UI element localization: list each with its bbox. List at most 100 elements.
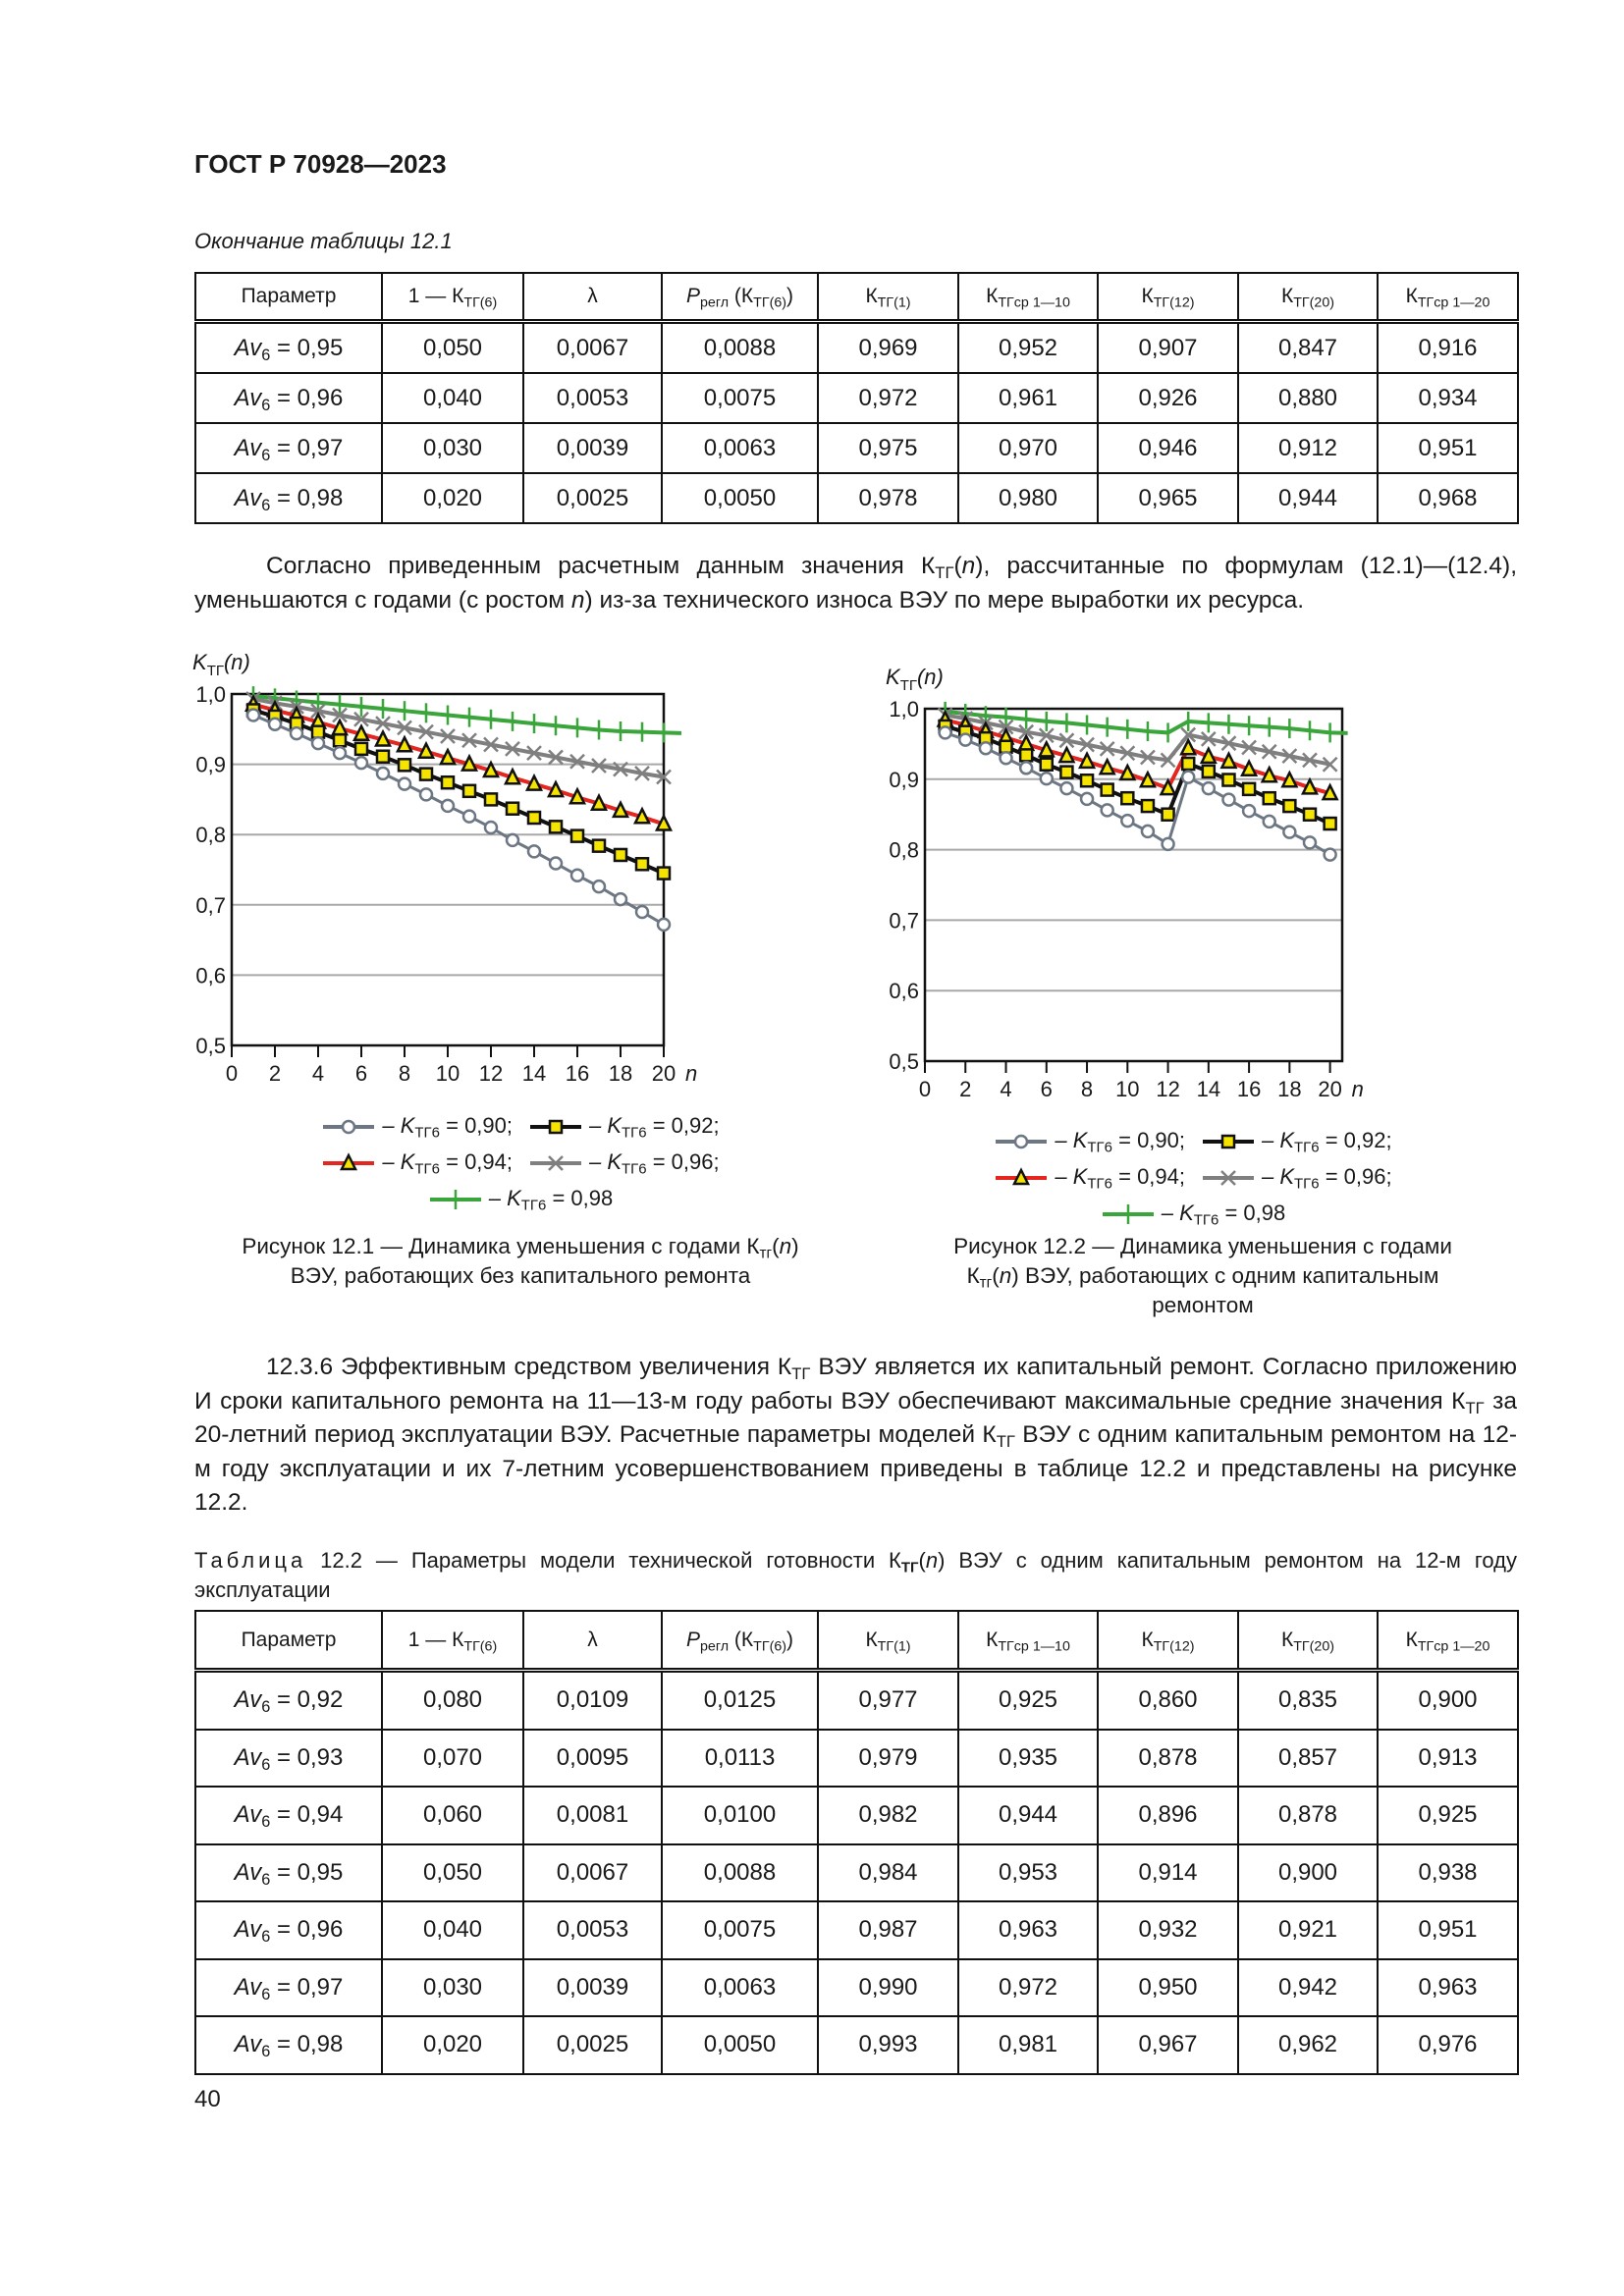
data-point-circle [375, 766, 391, 781]
legend-item: – KТГ6 = 0,90; [321, 1107, 513, 1144]
data-point-circle [1161, 836, 1175, 852]
text-segment: К [1280, 1628, 1294, 1651]
legend-item: – KТГ6 = 0,96; [528, 1144, 720, 1180]
legend-equals: = [546, 1186, 571, 1210]
column-header: λ [522, 1610, 663, 1673]
param-value: 0,96 [297, 1916, 344, 1944]
text-segment: n [999, 1263, 1012, 1288]
subscript-text: ТГср 1—10 [998, 294, 1070, 311]
table-cell: 0,969 [817, 320, 959, 374]
plot-frame [230, 692, 666, 1047]
param-subscript: 6 [261, 1928, 271, 1947]
param-symbol: Av [234, 484, 262, 511]
data-point-circle [938, 725, 952, 740]
legend-marker [548, 1155, 564, 1172]
legend-equals: = [439, 1149, 465, 1174]
subscript-text: ТГ(1) [877, 294, 911, 311]
table-cell: 0,900 [1377, 1669, 1519, 1731]
data-point-triangle [611, 800, 630, 819]
table-cell: 0,878 [1097, 1728, 1239, 1788]
subscript-text: ТГср 1—20 [1417, 294, 1490, 311]
data-point-square [332, 733, 348, 748]
equals-sign: = [270, 1743, 298, 1771]
x-tick-label: 6 [1041, 1077, 1053, 1101]
table-cell: 0,934 [1377, 372, 1519, 424]
param-cell: Av6 = 0,98 [194, 472, 383, 524]
data-point-circle [1039, 771, 1055, 786]
chart-figure-12-1: KТГ(n) 0,5 0,6 0,7 0,8 0,9 1,0 0 2 4 6 8 10 12 14 16 18 2… [192, 650, 697, 1086]
column-header: КТГ(12) [1097, 1610, 1239, 1673]
param-subscript: 6 [261, 1813, 271, 1832]
table-row: Av6 = 0,92 0,080 0,0109 0,0125 0,977 0,925 0,8… [194, 1669, 1519, 1731]
text-segment: Рисунок 12.2 — Динамика уменьшения с год… [953, 1234, 1452, 1258]
table-cell: 0,0039 [522, 1957, 663, 2017]
data-point-circle [1140, 824, 1156, 839]
y-tick-label: 0,7 [889, 908, 919, 933]
param-subscript: 6 [261, 496, 271, 514]
table-cell: 0,961 [957, 372, 1099, 424]
data-point-circle [1059, 780, 1074, 796]
text-segment: К [1405, 1628, 1418, 1651]
x-tick-label: 8 [399, 1061, 410, 1086]
y-tick-label: 0,8 [195, 823, 226, 847]
text-segment: ВЭУ с одним капитальным ремонтом на 12-м… [194, 1421, 1517, 1516]
column-header: Параметр [194, 1610, 383, 1673]
param-cell: Av6 = 0,96 [194, 372, 383, 424]
table-cell: 0,925 [957, 1669, 1099, 1731]
data-point-triangle [1321, 782, 1339, 801]
legend-item: – KТГ6 = 0,94; [994, 1158, 1185, 1195]
table-cell: 0,896 [1097, 1786, 1239, 1845]
data-point-x [418, 723, 434, 740]
table-header-row: Параметр 1 — КТГ(6) λ Pрегл (КТГ(6)) КТГ(1) К… [194, 1610, 1519, 1673]
legend-marker [548, 1119, 564, 1135]
data-point-x [591, 758, 607, 774]
table-12-2: Параметр 1 — КТГ(6) λ Pрегл (КТГ(6)) КТГ(1) К… [194, 1610, 1519, 2075]
data-point-x [526, 745, 542, 762]
subscript-text: тг [979, 1274, 993, 1292]
param-cell: Av6 = 0,96 [194, 1900, 383, 1960]
table-cell: 0,978 [817, 472, 959, 524]
text-segment: n [570, 586, 585, 614]
text-segment: P [685, 285, 700, 307]
series-0-90 [938, 725, 1337, 862]
table-cell: 0,040 [381, 1900, 524, 1960]
table-cell: 0,950 [1097, 1957, 1239, 2017]
text-segment: (К [729, 285, 754, 307]
param-symbol: Av [234, 2031, 262, 2058]
table-row: Av6 = 0,95 0,050 0,0067 0,0088 0,984 0,953 0,9… [194, 1842, 1519, 1902]
x-tick-label: 14 [1197, 1077, 1220, 1101]
param-cell: Av6 = 0,97 [194, 1957, 383, 2017]
data-point-square [656, 866, 672, 881]
data-point-triangle [503, 767, 522, 785]
x-tick-label: 18 [1277, 1077, 1301, 1101]
legend-swatch-triangle-icon [996, 1167, 1048, 1186]
table-cell: 0,975 [817, 422, 959, 474]
column-header: 1 — КТГ(6) [381, 272, 524, 324]
data-point-x [397, 720, 412, 736]
column-header: КТГср 1—10 [957, 272, 1099, 324]
data-point-triangle [1260, 765, 1278, 783]
y-tick-label: 0,9 [195, 753, 226, 777]
data-point-circle [591, 879, 607, 894]
text-segment: 1 — К [407, 1628, 464, 1651]
legend-swatch-plus-icon [429, 1190, 481, 1210]
data-point-circle [1302, 835, 1318, 850]
data-point-square [1039, 757, 1055, 772]
data-point-circle [1262, 814, 1276, 829]
data-point-circle [353, 755, 369, 771]
data-point-x [1099, 741, 1115, 757]
legend-equals: = [1111, 1164, 1138, 1189]
text-segment: ВЭУ, работающих без капитального ремонта [290, 1263, 751, 1288]
table-cell: 0,972 [957, 1957, 1099, 2017]
param-cell: Av6 = 0,93 [194, 1728, 383, 1788]
table-cell: 0,0075 [661, 372, 819, 424]
text-segment: λ [587, 1628, 598, 1651]
data-point-square [505, 801, 520, 816]
legend-marker [1014, 1134, 1029, 1149]
column-header: 1 — КТГ(6) [381, 1610, 524, 1673]
legend-value: 0,98 [570, 1186, 614, 1210]
legend-symbol: – K [382, 1149, 415, 1174]
legend-subscript: ТГ6 [622, 1124, 647, 1142]
data-point-square [483, 792, 499, 807]
x-tick-label: 0 [919, 1077, 931, 1101]
